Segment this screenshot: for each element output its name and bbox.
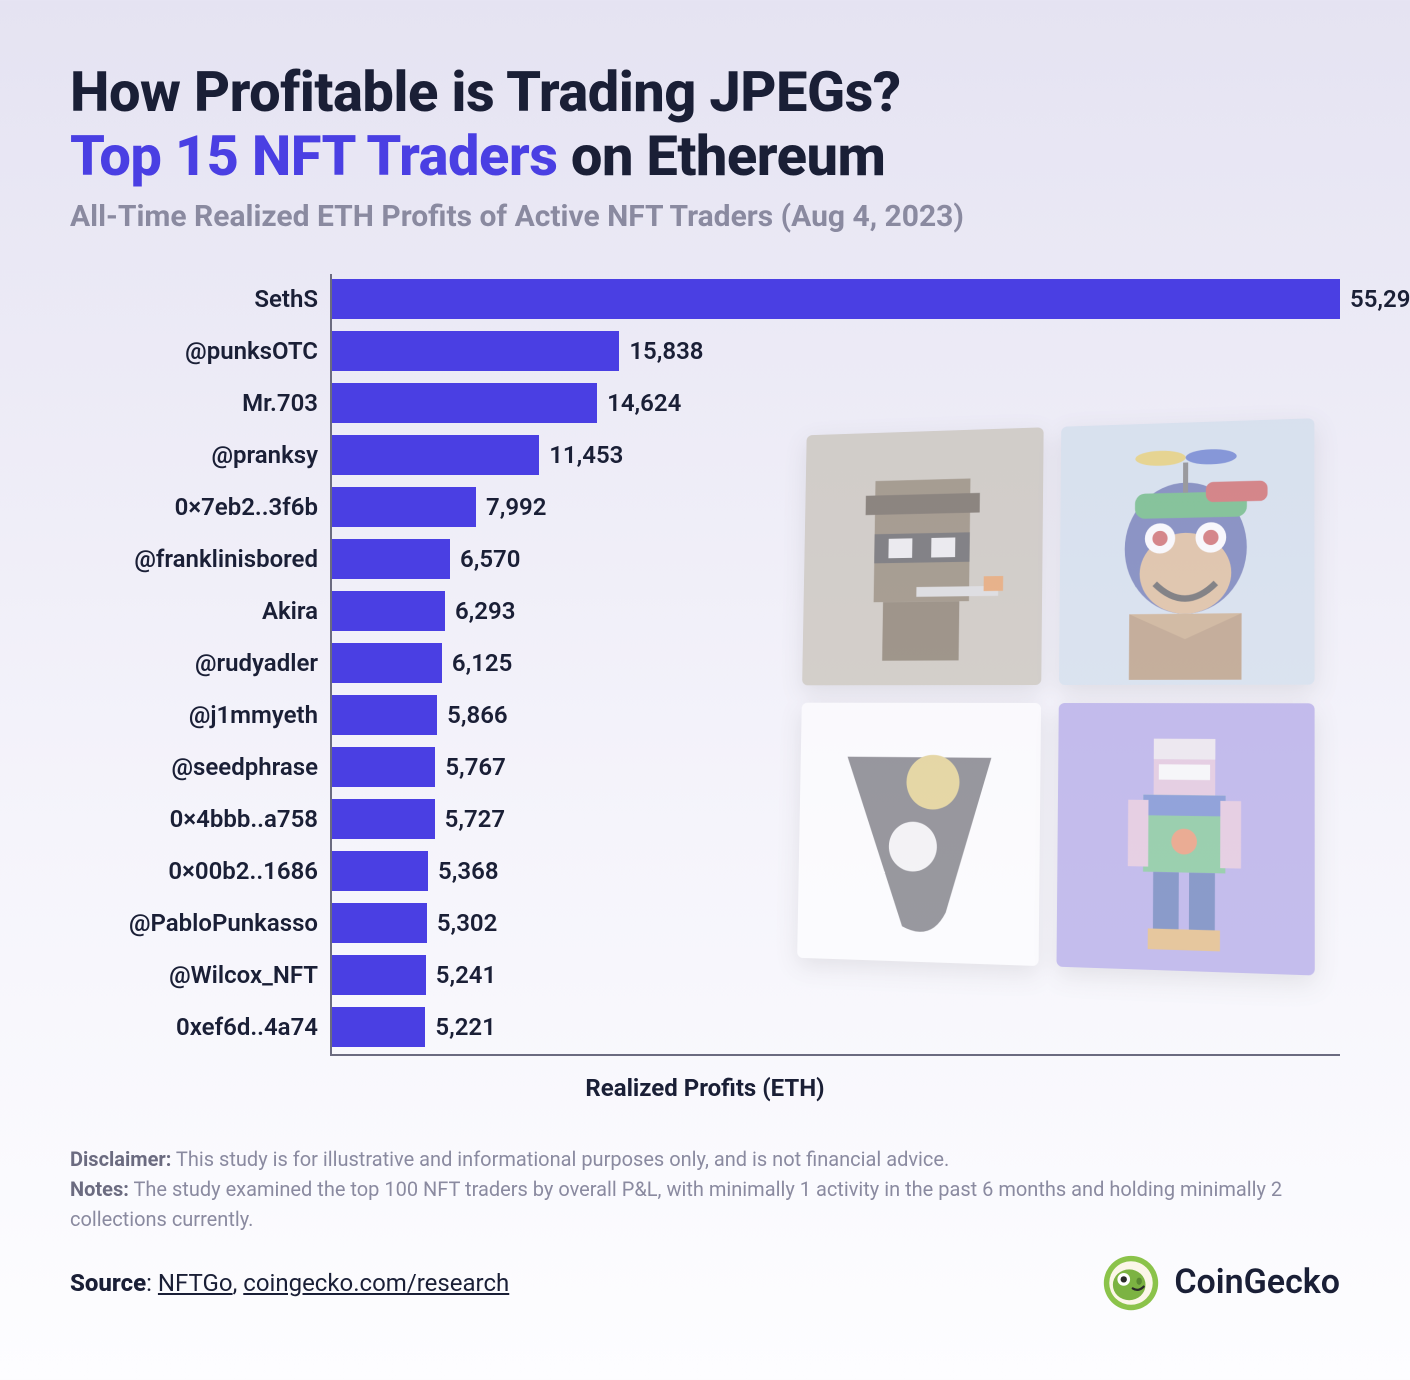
bar-category-label: @j1mmyeth <box>70 701 330 729</box>
voxel-character-icon <box>1056 703 1314 976</box>
source-sep: : <box>146 1269 158 1297</box>
bar-row: 0xef6d..4a74 5,221 <box>70 1002 1340 1052</box>
bar-rect <box>330 903 427 943</box>
bar-value-label: 11,453 <box>539 435 623 475</box>
bar-category-label: @PabloPunkasso <box>70 909 330 937</box>
bar-value-label: 15,838 <box>619 331 703 371</box>
bar-value-label: 6,570 <box>450 539 520 579</box>
source-link-1: NFTGo <box>158 1269 233 1297</box>
nft-thumbnail-grid <box>797 418 1315 975</box>
bar-category-label: @Wilcox_NFT <box>70 961 330 989</box>
bar-rect <box>330 1007 425 1047</box>
title-accent-span: Top 15 NFT Traders <box>70 123 557 189</box>
bar-category-label: Mr.703 <box>70 389 330 417</box>
bar-track: 55,291 <box>330 279 1340 319</box>
bored-ape-icon <box>1059 418 1315 685</box>
bar-rect <box>330 487 476 527</box>
source-comma: , <box>233 1269 244 1297</box>
bar-rect <box>330 591 445 631</box>
bar-value-label: 7,992 <box>476 487 546 527</box>
bar-rect <box>330 435 539 475</box>
source-label: Source <box>70 1269 146 1297</box>
source-text: Source: NFTGo, coingecko.com/research <box>70 1265 509 1301</box>
nft-tile-shape <box>797 702 1041 965</box>
cryptopunk-icon <box>802 427 1044 685</box>
bar-value-label: 5,866 <box>437 695 507 735</box>
notes-text: The study examined the top 100 NFT trade… <box>70 1177 1282 1231</box>
bar-category-label: @punksOTC <box>70 337 330 365</box>
bar-value-label: 5,241 <box>426 955 496 995</box>
bar-category-label: SethS <box>70 285 330 313</box>
chart-area: SethS55,291@punksOTC15,838Mr.70314,624@p… <box>70 274 1340 1124</box>
title-line-2: Top 15 NFT Traders on Ethereum <box>70 124 1340 188</box>
bar-value-label: 5,368 <box>428 851 498 891</box>
bar-rect <box>330 643 442 683</box>
bar-value-label: 55,291 <box>1340 279 1410 319</box>
bar-category-label: @pranksy <box>70 441 330 469</box>
x-axis-label: Realized Profits (ETH) <box>70 1074 1340 1102</box>
brand-block: CoinGecko <box>1102 1254 1340 1312</box>
bar-rect <box>330 851 428 891</box>
bar-value-label: 5,727 <box>435 799 505 839</box>
subtitle: All-Time Realized ETH Profits of Active … <box>70 199 1340 234</box>
bar-category-label: @franklinisbored <box>70 545 330 573</box>
bar-rect <box>330 955 426 995</box>
bar-rect <box>330 331 619 371</box>
bar-value-label: 6,293 <box>445 591 515 631</box>
x-axis-line <box>330 1054 1340 1056</box>
bar-value-label: 5,221 <box>425 1007 495 1047</box>
bar-row: SethS55,291 <box>70 274 1340 324</box>
abstract-shape-icon <box>797 702 1041 965</box>
nft-tile-voxel <box>1056 703 1314 976</box>
bar-category-label: 0×4bbb..a758 <box>70 805 330 833</box>
notes-label: Notes: <box>70 1177 129 1201</box>
bar-rect <box>330 799 435 839</box>
bar-rect <box>330 279 1340 319</box>
bar-category-label: @seedphrase <box>70 753 330 781</box>
source-row: Source: NFTGo, coingecko.com/research Co… <box>70 1254 1340 1312</box>
brand-name: CoinGecko <box>1174 1257 1340 1308</box>
bar-value-label: 6,125 <box>442 643 512 683</box>
bar-category-label: 0xef6d..4a74 <box>70 1013 330 1041</box>
bar-track: 14,624 <box>330 383 1340 423</box>
title-line-1: How Profitable is Trading JPEGs? <box>70 60 1340 124</box>
bar-value-label: 5,767 <box>435 747 505 787</box>
bar-category-label: 0×00b2..1686 <box>70 857 330 885</box>
bar-rect <box>330 383 597 423</box>
notes-line: Notes: The study examined the top 100 NF… <box>70 1174 1340 1234</box>
title-block: How Profitable is Trading JPEGs? Top 15 … <box>70 60 1340 234</box>
bar-category-label: Akira <box>70 597 330 625</box>
disclaimer-text: This study is for illustrative and infor… <box>171 1147 949 1171</box>
bar-rect <box>330 747 435 787</box>
nft-tile-punk <box>802 427 1044 685</box>
coingecko-logo-icon <box>1102 1254 1160 1312</box>
bar-rect <box>330 539 450 579</box>
bar-row: @punksOTC 15,838 <box>70 326 1340 376</box>
bar-track: 5,221 <box>330 1007 1340 1047</box>
bar-category-label: 0×7eb2..3f6b <box>70 493 330 521</box>
nft-tile-ape <box>1059 418 1315 685</box>
disclaimer-line: Disclaimer: This study is for illustrati… <box>70 1144 1340 1174</box>
bar-rect <box>330 695 437 735</box>
bar-value-label: 14,624 <box>597 383 681 423</box>
bar-value-label: 5,302 <box>427 903 497 943</box>
bar-track: 15,838 <box>330 331 1340 371</box>
disclaimer-label: Disclaimer: <box>70 1147 171 1171</box>
source-link-2: coingecko.com/research <box>243 1269 509 1297</box>
y-axis-line <box>330 274 332 1054</box>
bar-category-label: @rudyadler <box>70 649 330 677</box>
bar-row: Mr.703 14,624 <box>70 378 1340 428</box>
title-rest-span: on Ethereum <box>557 123 885 189</box>
footer-notes: Disclaimer: This study is for illustrati… <box>70 1144 1340 1312</box>
